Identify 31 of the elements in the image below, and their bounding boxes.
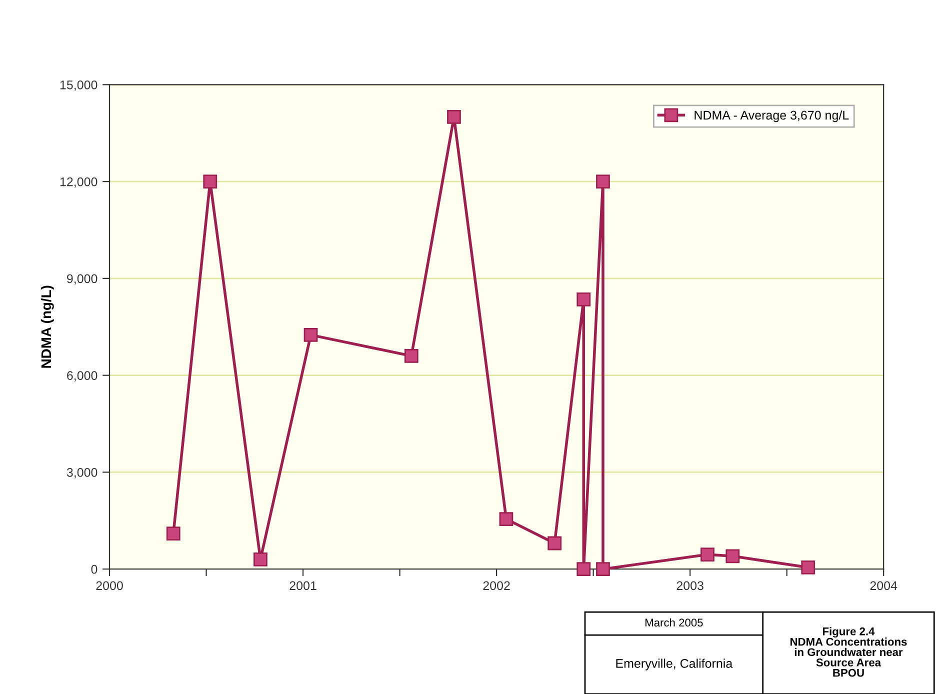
y-tick-label: 12,000 (60, 177, 98, 188)
legend-label: NDMA - Average 3,670 ng/L (694, 110, 849, 122)
point (596, 174, 610, 188)
point (801, 560, 816, 574)
point (203, 174, 218, 188)
y-tick-label: 0 (91, 564, 98, 574)
point (576, 562, 591, 576)
y-tick-label: 9,000 (67, 274, 98, 285)
x-tick-label: 2001 (290, 581, 316, 590)
point (166, 526, 180, 540)
point (404, 348, 418, 363)
x-tick-label: 2004 (870, 581, 898, 590)
y-tick-label: 15,000 (60, 80, 98, 91)
y-axis-title: NDMA (ng/L) (40, 286, 54, 368)
x-tick-label: 2003 (676, 581, 704, 590)
y-tick-label: 6,000 (67, 371, 98, 382)
point (254, 552, 268, 566)
point (596, 562, 610, 576)
point (700, 548, 714, 562)
point (447, 110, 461, 124)
caption: Figure 2.4 NDMA Concentrations in Groundwater near Source Area BPOU (790, 627, 907, 677)
point (499, 512, 514, 526)
point (304, 328, 318, 342)
text: Emeryville, California (616, 658, 733, 670)
point (548, 536, 562, 550)
y-tick-label: 3,000 (66, 468, 98, 478)
point (726, 549, 740, 564)
x-tick-label: 2000 (96, 581, 123, 590)
x-tick-label: 2002 (483, 581, 510, 590)
point (576, 292, 591, 306)
text: March 2005 (645, 618, 703, 627)
